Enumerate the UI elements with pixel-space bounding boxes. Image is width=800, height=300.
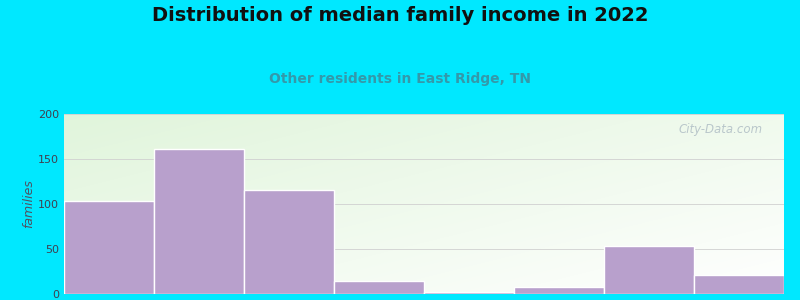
Bar xyxy=(604,246,694,294)
Bar xyxy=(694,275,784,294)
Bar xyxy=(244,190,334,294)
Text: Other residents in East Ridge, TN: Other residents in East Ridge, TN xyxy=(269,72,531,86)
Bar xyxy=(424,292,514,294)
Bar xyxy=(64,201,154,294)
Bar xyxy=(154,149,244,294)
Bar xyxy=(514,287,604,294)
Text: Distribution of median family income in 2022: Distribution of median family income in … xyxy=(152,6,648,25)
Y-axis label: families: families xyxy=(22,180,35,228)
Bar xyxy=(334,281,424,294)
Text: City-Data.com: City-Data.com xyxy=(678,123,762,136)
